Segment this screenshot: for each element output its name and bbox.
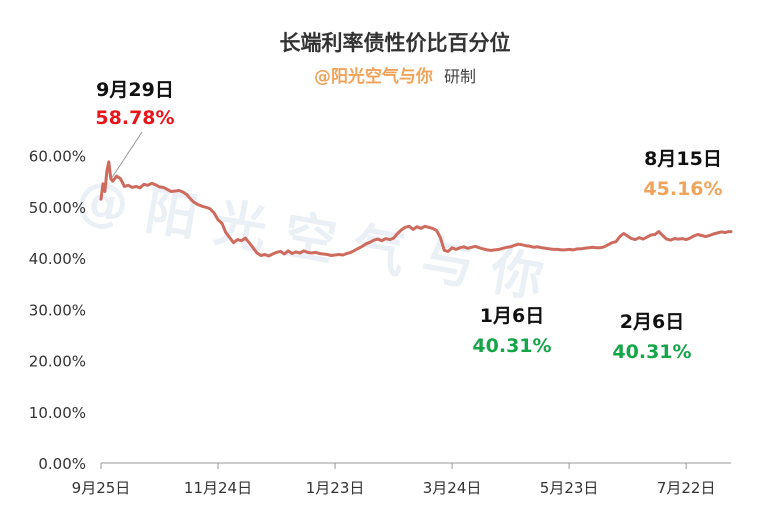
x-tick-label: 5月23日 [540, 479, 599, 497]
series-layer [99, 160, 733, 258]
chart-title: 长端利率债性价比百分位 [280, 31, 511, 55]
brand-text: @阳光空气与你 [314, 66, 433, 87]
y-axis: 60.00% 50.00% 40.00% 30.00% 20.00% 10.00% 0.00… [29, 148, 86, 473]
x-tick-label: 9月25日 [72, 479, 131, 497]
y-tick-label: 20.00% [29, 353, 86, 371]
watermark: @ 阳 光 空 气 与 你 [72, 169, 548, 310]
y-tick-label: 0.00% [38, 455, 86, 473]
annotation-value: 40.31% [472, 335, 551, 357]
annotation-label: 2月6日 [620, 311, 684, 333]
x-tick-label: 7月22日 [657, 479, 716, 497]
x-tick-label: 11月24日 [184, 479, 252, 497]
annotation-value: 58.78% [95, 107, 174, 129]
brand-suffix: 研制 [444, 67, 476, 86]
annotation-label: 1月6日 [480, 305, 544, 327]
x-tick-label: 3月24日 [423, 479, 482, 497]
y-tick-label: 50.00% [29, 199, 86, 217]
annotation-label: 8月15日 [644, 148, 722, 170]
x-tick-label: 1月23日 [306, 479, 365, 497]
y-tick-label: 60.00% [29, 148, 86, 166]
chart-subtitle: @阳光空气与你 研制 [314, 66, 476, 87]
annotation-label: 9月29日 [96, 79, 174, 101]
annotation-value: 40.31% [612, 341, 691, 363]
annotation-leader-line [111, 131, 143, 179]
y-tick-label: 30.00% [29, 301, 86, 319]
x-axis: 9月25日 11月24日 1月23日 3月24日 5月23日 7月22日 [72, 462, 731, 497]
series-line [99, 160, 733, 258]
annotation-value: 45.16% [643, 178, 722, 200]
y-tick-label: 40.00% [29, 250, 86, 268]
y-tick-label: 10.00% [29, 404, 86, 422]
